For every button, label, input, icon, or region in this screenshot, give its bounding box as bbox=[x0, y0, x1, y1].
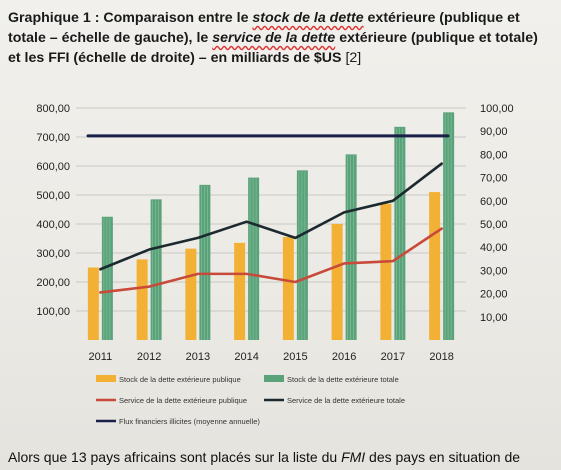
bar-stock-publique bbox=[429, 192, 441, 340]
bar-stock-totale bbox=[101, 216, 113, 340]
x-tick-label: 2016 bbox=[332, 351, 356, 363]
left-tick-label: 600,00 bbox=[36, 161, 70, 173]
legend-swatch bbox=[96, 375, 116, 382]
x-tick-label: 2017 bbox=[381, 351, 405, 363]
bar-stock-totale bbox=[150, 199, 162, 340]
bar-stock-publique bbox=[282, 237, 294, 340]
legend-label: Stock de la dette extérieure totale bbox=[287, 375, 399, 384]
left-tick-label: 500,00 bbox=[36, 190, 70, 202]
body-text-post: des pays en situation de bbox=[365, 449, 521, 465]
chart-title: Graphique 1 : Comparaison entre le stock… bbox=[8, 8, 553, 68]
line-service-publique bbox=[99, 227, 443, 294]
line-service-totale bbox=[99, 162, 443, 271]
x-tick-label: 2015 bbox=[283, 351, 307, 363]
legend-swatch bbox=[264, 375, 284, 382]
left-tick-label: 300,00 bbox=[36, 248, 70, 260]
right-tick-label: 50,00 bbox=[480, 219, 508, 231]
x-tick-label: 2011 bbox=[89, 351, 113, 363]
title-service: service de la dette bbox=[212, 30, 336, 46]
left-tick-label: 200,00 bbox=[36, 277, 70, 289]
right-tick-label: 40,00 bbox=[480, 242, 508, 254]
legend-label: Stock de la dette extérieure publique bbox=[119, 375, 241, 384]
title-ref: [2] bbox=[341, 50, 362, 66]
left-tick-label: 800,00 bbox=[36, 103, 70, 115]
x-tick-label: 2013 bbox=[186, 351, 210, 363]
right-tick-label: 10,00 bbox=[480, 312, 508, 324]
right-tick-label: 20,00 bbox=[480, 289, 508, 301]
bar-stock-totale bbox=[394, 126, 406, 340]
x-tick-label: 2014 bbox=[234, 351, 258, 363]
left-tick-label: 100,00 bbox=[36, 306, 70, 318]
bar-stock-publique bbox=[331, 224, 343, 340]
legend-label: Flux financiers illicites (moyenne annue… bbox=[119, 417, 260, 426]
legend-label: Service de la dette extérieure totale bbox=[287, 396, 405, 405]
title-stock: stock de la dette bbox=[252, 10, 364, 26]
chart: 800,00 700,00 600,00 500,00 400,00 300,00 200,… bbox=[0, 78, 561, 448]
x-tick-label: 2012 bbox=[137, 351, 161, 363]
bar-stock-publique bbox=[136, 259, 148, 340]
title-prefix: Graphique 1 : Comparaison entre le bbox=[8, 10, 253, 26]
right-tick-label: 100,00 bbox=[480, 103, 514, 115]
chart-svg: 800,00 700,00 600,00 500,00 400,00 300,00 200,… bbox=[36, 103, 514, 426]
bar-stock-totale bbox=[248, 177, 260, 340]
bar-stock-totale bbox=[443, 112, 455, 340]
title-mid1: extérieure (publique et totale – échelle… bbox=[8, 10, 520, 46]
bar-stock-totale bbox=[199, 184, 211, 340]
right-tick-label: 60,00 bbox=[480, 196, 508, 208]
right-tick-label: 90,00 bbox=[480, 126, 508, 138]
left-tick-label: 400,00 bbox=[36, 219, 70, 231]
bar-stock-publique bbox=[234, 242, 246, 340]
bar-stock-publique bbox=[185, 248, 197, 340]
bar-stock-publique bbox=[380, 203, 392, 340]
right-tick-label: 80,00 bbox=[480, 149, 508, 161]
bar-stock-totale bbox=[345, 154, 357, 340]
body-text-fmi: FMI bbox=[341, 449, 366, 465]
title-mid2: extérieure (publique et totale) et les F… bbox=[8, 30, 538, 66]
left-tick-label: 700,00 bbox=[36, 132, 70, 144]
right-tick-label: 30,00 bbox=[480, 265, 508, 277]
bar-stock-publique bbox=[87, 267, 99, 340]
bar-stock-totale bbox=[296, 170, 308, 340]
body-paragraph: Alors que 13 pays africains sont placés … bbox=[8, 449, 553, 465]
x-tick-label: 2018 bbox=[429, 351, 453, 363]
legend-label: Service de la dette extérieure publique bbox=[119, 396, 247, 405]
body-text-pre: Alors que 13 pays africains sont placés … bbox=[8, 449, 342, 465]
right-tick-label: 70,00 bbox=[480, 173, 508, 185]
